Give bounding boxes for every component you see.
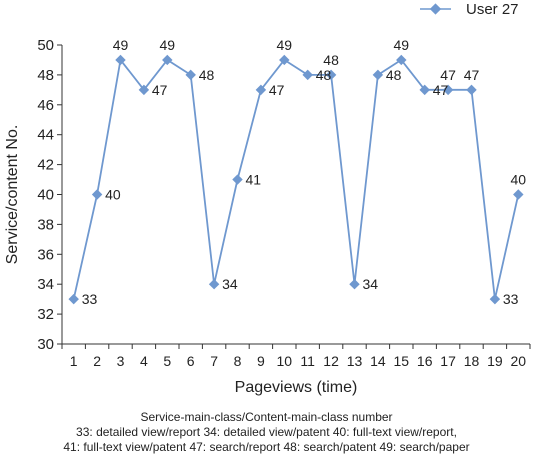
data-label: 47 [440, 67, 456, 83]
data-point [115, 54, 126, 66]
data-point [349, 278, 360, 290]
x-axis-title: Pageviews (time) [235, 379, 358, 396]
data-point [396, 54, 407, 66]
caption-line-1: 33: detailed view/report 34: detailed vi… [76, 425, 457, 439]
x-tick-label: 7 [210, 353, 218, 369]
caption-title: Service-main-class/Content-main-class nu… [140, 410, 393, 424]
x-tick-label: 16 [417, 353, 433, 369]
y-axis-ticks: 30 32 34 36 38 40 42 44 46 48 50 [37, 37, 62, 353]
x-tick-label: 8 [234, 353, 242, 369]
y-tick-label: 38 [37, 216, 54, 233]
data-point [185, 69, 196, 81]
x-tick-label: 4 [140, 353, 148, 369]
x-tick-label: 1 [70, 353, 78, 369]
series-line [72, 59, 520, 301]
data-label: 40 [511, 172, 527, 188]
y-tick-label: 42 [37, 157, 54, 174]
data-label: 47 [152, 82, 168, 98]
legend: User 27 [420, 1, 519, 18]
y-tick-label: 40 [37, 187, 54, 204]
data-point [208, 278, 220, 290]
data-label: 48 [323, 52, 339, 68]
x-tick-label: 14 [370, 353, 386, 369]
data-label: 48 [199, 67, 215, 83]
data-point [489, 293, 501, 305]
legend-marker [429, 3, 442, 15]
line-chart: User 27 Service/content No. Pageviews (t… [4, 1, 531, 396]
data-label: 49 [113, 37, 129, 53]
x-tick-label: 10 [277, 353, 293, 369]
data-point [91, 189, 103, 200]
y-tick-label: 46 [37, 97, 54, 114]
x-tick-label: 17 [440, 353, 456, 369]
x-tick-label: 15 [394, 353, 410, 369]
data-label: 33 [503, 291, 519, 307]
data-point [372, 69, 384, 81]
data-label: 34 [222, 276, 238, 292]
data-point [302, 69, 313, 81]
data-label: 49 [394, 37, 410, 53]
data-label: 47 [464, 67, 480, 83]
data-label: 47 [433, 82, 449, 98]
y-tick-label: 32 [37, 306, 54, 323]
data-label: 49 [160, 37, 176, 53]
x-axis-ticks: 1 2 3 4 5 6 7 8 9 10 11 12 13 14 15 16 17 18 19 20 [61, 344, 531, 369]
data-point [442, 84, 454, 96]
data-label: 40 [105, 187, 121, 203]
data-point [513, 189, 524, 200]
x-tick-label: 19 [487, 353, 503, 369]
data-point [68, 293, 79, 305]
x-tick-label: 12 [323, 353, 339, 369]
legend-label: User 27 [466, 1, 519, 18]
series-user-27 [68, 54, 524, 305]
data-label: 47 [269, 82, 285, 98]
x-tick-label: 11 [300, 353, 315, 369]
x-tick-label: 3 [117, 353, 125, 369]
x-tick-label: 6 [187, 353, 195, 369]
data-label: 48 [316, 67, 332, 83]
data-point [232, 174, 243, 185]
y-tick-label: 50 [37, 37, 54, 54]
x-tick-label: 5 [163, 353, 171, 369]
x-tick-label: 9 [257, 353, 265, 369]
caption-line-2: 41: full-text view/patent 47: search/rep… [63, 440, 470, 454]
x-tick-label: 20 [511, 353, 527, 369]
x-tick-label: 13 [347, 353, 363, 369]
data-point [279, 54, 290, 66]
x-tick-label: 18 [464, 353, 480, 369]
data-label: 41 [246, 172, 262, 188]
y-tick-label: 44 [37, 127, 54, 144]
data-label: 49 [277, 37, 293, 53]
y-tick-label: 34 [37, 276, 54, 293]
x-tick-label: 2 [93, 353, 101, 369]
y-axis-title: Service/content No. [4, 125, 21, 265]
y-tick-label: 36 [37, 246, 54, 263]
data-point [419, 84, 430, 96]
data-label: 48 [386, 67, 402, 83]
data-point [255, 84, 267, 96]
data-label: 33 [82, 291, 98, 307]
y-tick-label: 48 [37, 67, 54, 84]
data-point [466, 84, 477, 96]
data-label: 34 [363, 276, 379, 292]
y-tick-label: 30 [37, 336, 54, 353]
